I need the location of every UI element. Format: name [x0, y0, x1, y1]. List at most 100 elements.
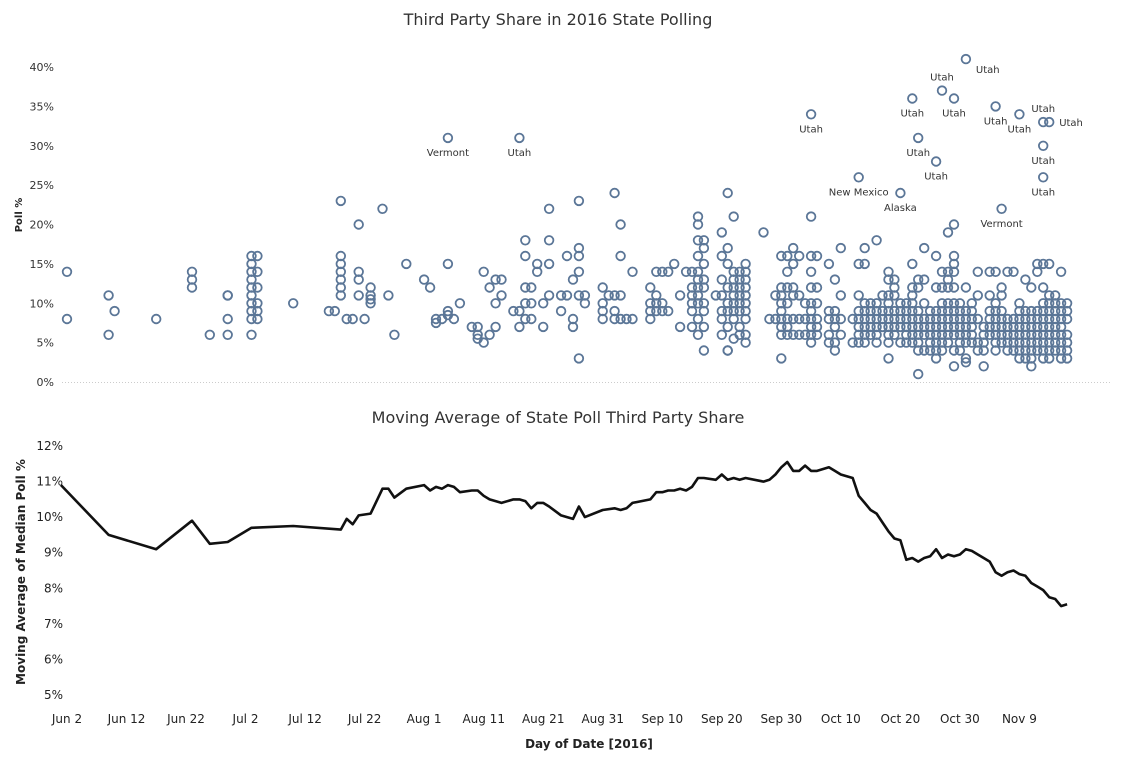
scatter-title: Third Party Share in 2016 State Polling	[403, 10, 713, 29]
scatter-point	[877, 290, 888, 301]
scatter-point	[758, 227, 769, 238]
scatter-point	[811, 329, 823, 341]
state-annotation: Utah	[906, 148, 930, 159]
scatter-point	[561, 250, 573, 262]
scatter-point	[597, 313, 608, 325]
scatter-point	[222, 290, 233, 301]
scatter-point	[430, 313, 442, 325]
scatter-point	[514, 305, 525, 317]
scatter-y-tick: 35%	[30, 100, 54, 113]
scatter-point	[418, 274, 430, 285]
scatter-point	[686, 266, 698, 278]
scatter-point	[972, 290, 984, 301]
scatter-point	[919, 345, 930, 356]
scatter-point	[454, 298, 466, 309]
scatter-point	[401, 258, 412, 270]
scatter-point	[960, 357, 972, 368]
scatter-point	[686, 305, 698, 317]
state-annotation: Utah	[1031, 187, 1055, 198]
scatter-point	[692, 298, 704, 309]
scatter-point	[246, 329, 257, 341]
scatter-point	[1032, 266, 1043, 278]
scatter-point	[383, 290, 394, 301]
scatter-point	[913, 132, 924, 144]
scatter-point	[883, 274, 894, 285]
scatter-point	[782, 266, 793, 278]
x-tick: Jul 12	[287, 712, 322, 726]
scatter-point	[984, 290, 995, 301]
scatter-point	[561, 290, 573, 301]
scatter-point	[496, 274, 507, 285]
scatter-point	[1037, 258, 1049, 270]
x-axis-label: Day of Date [2016]	[525, 737, 653, 751]
scatter-point	[794, 313, 805, 325]
x-tick: Aug 21	[522, 712, 565, 726]
scatter-point	[883, 337, 894, 348]
scatter-point	[948, 282, 960, 293]
scatter-point	[538, 298, 549, 309]
scatter-point	[657, 266, 668, 278]
scatter-point	[805, 337, 817, 348]
scatter-point	[615, 219, 626, 230]
scatter-point	[651, 305, 662, 317]
scatter-point	[853, 172, 864, 183]
scatter-point	[1043, 258, 1055, 270]
scatter-point	[252, 313, 263, 325]
scatter-point	[61, 266, 73, 278]
scatter-point	[1037, 172, 1049, 183]
scatter-point	[1037, 116, 1049, 128]
scatter-point	[615, 313, 626, 325]
scatter-point	[323, 305, 335, 317]
scatter-point	[555, 305, 567, 317]
x-tick: Sep 30	[760, 712, 802, 726]
scatter-point	[1037, 140, 1049, 152]
scatter-point	[353, 274, 364, 285]
scatter-point	[907, 258, 918, 270]
line-plot: 5% 6% 7% 8% 9% 10% 11% 12% Jun 2 Jun 12 Jun 22 Jul …	[36, 439, 1068, 726]
scatter-point	[782, 298, 793, 309]
scatter-point	[424, 282, 436, 293]
scatter-point	[543, 203, 555, 215]
scatter-point	[526, 313, 537, 325]
scatter-point	[948, 345, 960, 356]
scatter-point	[496, 290, 507, 301]
scatter-point	[984, 266, 995, 278]
scatter-point	[853, 258, 864, 270]
state-annotation: Utah	[799, 124, 823, 135]
scatter-point	[621, 313, 632, 325]
state-annotation: Utah	[924, 172, 948, 183]
line-y-tick: 8%	[44, 581, 63, 595]
state-annotation: Utah	[1031, 104, 1055, 115]
scatter-point	[948, 361, 960, 372]
scatter-point	[865, 329, 876, 341]
scatter-point	[615, 250, 626, 262]
scatter-y-tick: 5%	[37, 337, 54, 350]
scatter-point	[728, 313, 739, 325]
scatter-point	[913, 282, 924, 293]
scatter-point	[520, 250, 531, 262]
scatter-point	[1061, 353, 1073, 364]
scatter-point	[847, 313, 858, 325]
scatter-point	[907, 93, 918, 104]
scatter-y-axis-label: Poll %	[14, 198, 25, 233]
scatter-point	[930, 156, 942, 167]
state-annotation: Utah	[508, 148, 532, 159]
scatter-point	[484, 329, 495, 341]
scatter-point	[448, 313, 460, 325]
state-annotation: Vermont	[980, 219, 1022, 230]
scatter-point	[936, 345, 948, 356]
scatter-point	[859, 337, 870, 348]
scatter-point	[823, 337, 835, 348]
scatter-point	[710, 290, 722, 301]
scatter-point	[573, 195, 585, 207]
scatter-point	[389, 329, 400, 341]
scatter-point	[835, 242, 847, 254]
x-tick: Aug 11	[462, 712, 505, 726]
scatter-point	[698, 242, 710, 254]
x-tick: Nov 9	[1002, 712, 1037, 726]
x-tick: Oct 10	[821, 712, 861, 726]
scatter-point	[514, 132, 525, 144]
scatter-point	[520, 282, 531, 293]
scatter-point	[1055, 353, 1067, 364]
scatter-point	[692, 219, 704, 230]
